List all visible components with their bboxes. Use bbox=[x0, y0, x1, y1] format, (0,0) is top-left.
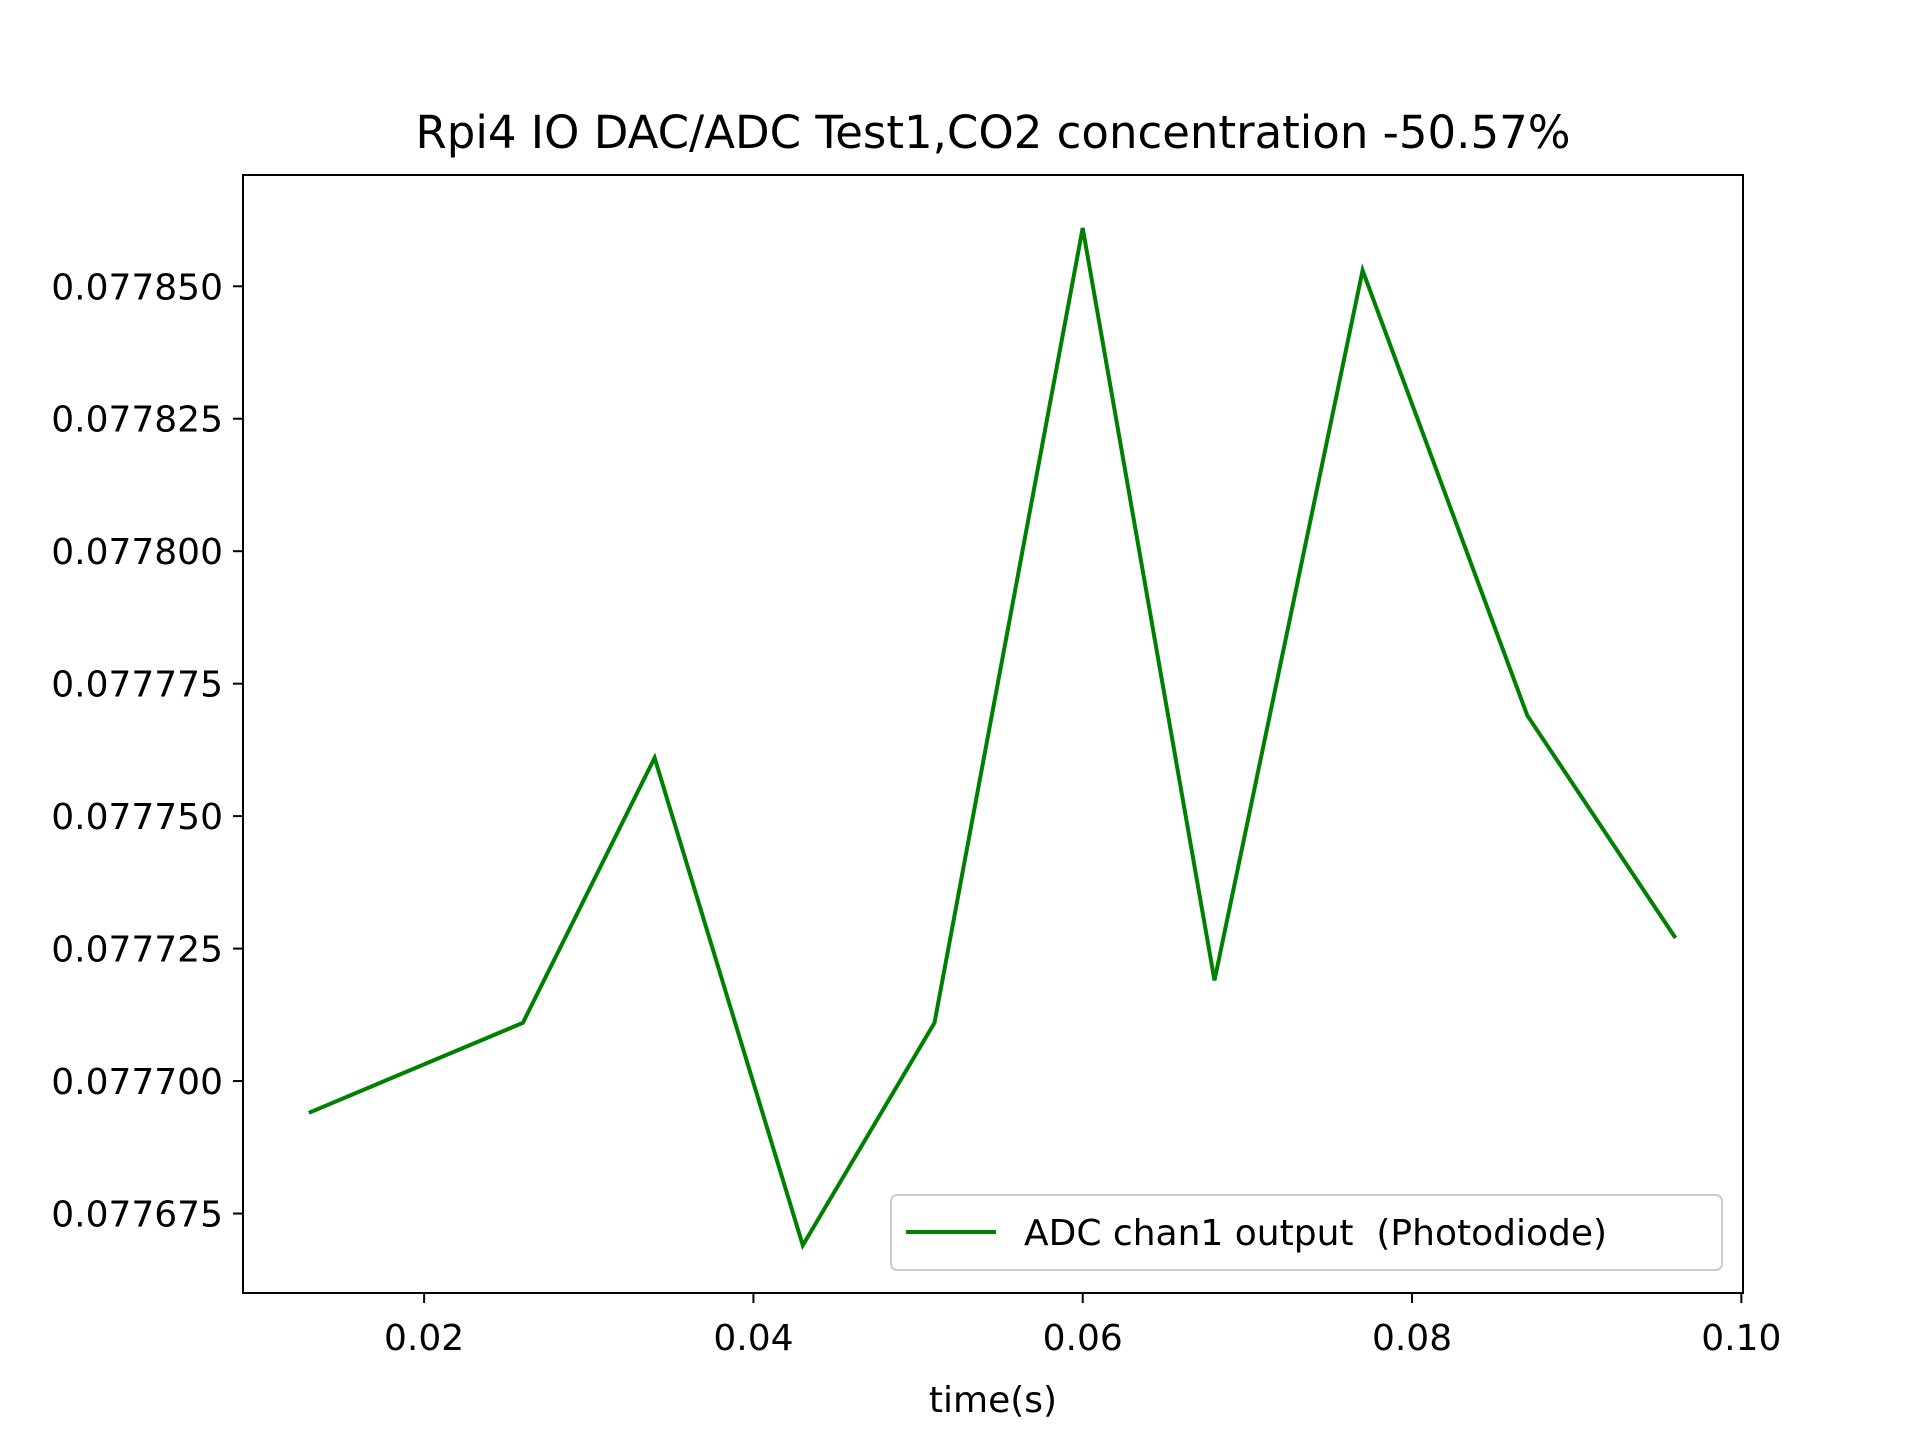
y-tick-label: 0.077800 bbox=[51, 532, 223, 573]
x-axis-label: time(s) bbox=[929, 1380, 1057, 1421]
chart-title: Rpi4 IO DAC/ADC Test1,CO2 concentration … bbox=[416, 106, 1571, 159]
y-tick-label: 0.077775 bbox=[51, 665, 223, 706]
legend: ADC chan1 output (Photodiode) bbox=[890, 1194, 1723, 1271]
series-line bbox=[308, 227, 1678, 1251]
y-tick-label: 0.077750 bbox=[51, 797, 223, 838]
y-tick-label: 0.077675 bbox=[51, 1195, 223, 1236]
series-layer bbox=[308, 227, 1678, 1251]
x-axis-ticks: 0.02 0.04 0.06 0.08 0.10 bbox=[384, 1293, 1781, 1359]
legend-box bbox=[890, 1194, 1723, 1271]
x-tick-label: 0.06 bbox=[1043, 1318, 1123, 1359]
y-tick-label: 0.077725 bbox=[51, 930, 223, 971]
x-tick-label: 0.04 bbox=[713, 1318, 793, 1359]
y-tick-label: 0.077850 bbox=[51, 267, 223, 308]
x-tick-label: 0.08 bbox=[1372, 1318, 1452, 1359]
x-tick-label: 0.02 bbox=[384, 1318, 464, 1359]
y-tick-label: 0.077825 bbox=[51, 400, 223, 441]
legend-label: ADC chan1 output (Photodiode) bbox=[1024, 1213, 1607, 1254]
y-tick-label: 0.077700 bbox=[51, 1062, 223, 1103]
plot-frame bbox=[242, 174, 1744, 1294]
y-axis-ticks: 0.077675 0.077700 0.077725 0.077750 0.077775… bbox=[51, 267, 243, 1236]
x-tick-label: 0.10 bbox=[1701, 1318, 1781, 1359]
